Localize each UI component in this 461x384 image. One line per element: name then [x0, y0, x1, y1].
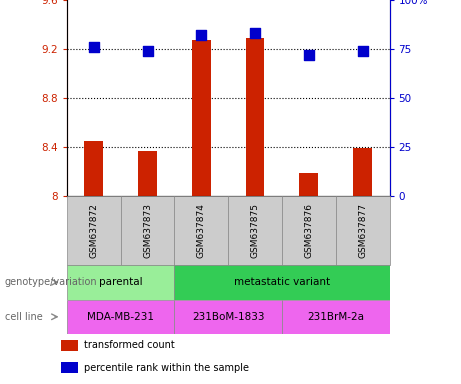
Bar: [61, 339, 77, 351]
Point: [305, 52, 313, 58]
Bar: [67, 265, 174, 300]
Point: [198, 32, 205, 38]
Text: MDA-MB-231: MDA-MB-231: [87, 312, 154, 322]
Bar: [228, 196, 282, 265]
Bar: [174, 300, 282, 334]
Point: [144, 48, 151, 54]
Bar: [174, 196, 228, 265]
Point: [251, 30, 259, 36]
Bar: [121, 196, 174, 265]
Text: metastatic variant: metastatic variant: [234, 277, 330, 287]
Text: GSM637875: GSM637875: [251, 203, 260, 258]
Text: 231BoM-1833: 231BoM-1833: [192, 312, 265, 322]
Text: GSM637876: GSM637876: [304, 203, 313, 258]
Bar: [246, 38, 265, 196]
Text: 231BrM-2a: 231BrM-2a: [307, 312, 364, 322]
Bar: [282, 196, 336, 265]
Text: percentile rank within the sample: percentile rank within the sample: [84, 362, 249, 372]
Bar: [67, 300, 174, 334]
Text: GSM637874: GSM637874: [197, 203, 206, 258]
Point: [90, 44, 97, 50]
Text: GSM637877: GSM637877: [358, 203, 367, 258]
Text: transformed count: transformed count: [84, 340, 175, 350]
Point: [359, 48, 366, 54]
Bar: [67, 196, 121, 265]
Text: genotype/variation: genotype/variation: [5, 277, 97, 287]
Bar: [192, 40, 211, 196]
Bar: [61, 362, 77, 373]
Bar: [282, 300, 390, 334]
Text: parental: parental: [99, 277, 142, 287]
Bar: [353, 148, 372, 196]
Text: GSM637873: GSM637873: [143, 203, 152, 258]
Bar: [84, 141, 103, 196]
Bar: [174, 265, 390, 300]
Text: GSM637872: GSM637872: [89, 203, 98, 258]
Bar: [138, 151, 157, 196]
Text: cell line: cell line: [5, 312, 42, 322]
Bar: [300, 172, 318, 196]
Bar: [336, 196, 390, 265]
